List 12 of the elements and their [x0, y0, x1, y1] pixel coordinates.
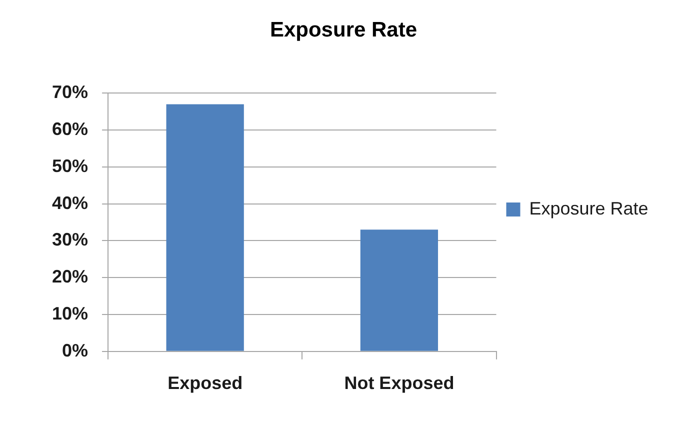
legend-label: Exposure Rate	[529, 198, 648, 218]
y-tick-label: 20%	[52, 266, 88, 287]
y-tick-label: 30%	[52, 230, 88, 250]
y-tick-label: 50%	[52, 156, 88, 176]
y-tick-label: 10%	[52, 303, 88, 324]
chart-title: Exposure Rate	[270, 18, 418, 42]
x-tick-label: Not Exposed	[344, 373, 454, 394]
x-tick-label: Exposed	[168, 373, 243, 394]
y-tick-label: 40%	[52, 192, 88, 213]
y-tick-label: 60%	[52, 119, 88, 140]
y-tick-label: 0%	[62, 340, 88, 360]
y-tick-label: 70%	[52, 82, 88, 102]
